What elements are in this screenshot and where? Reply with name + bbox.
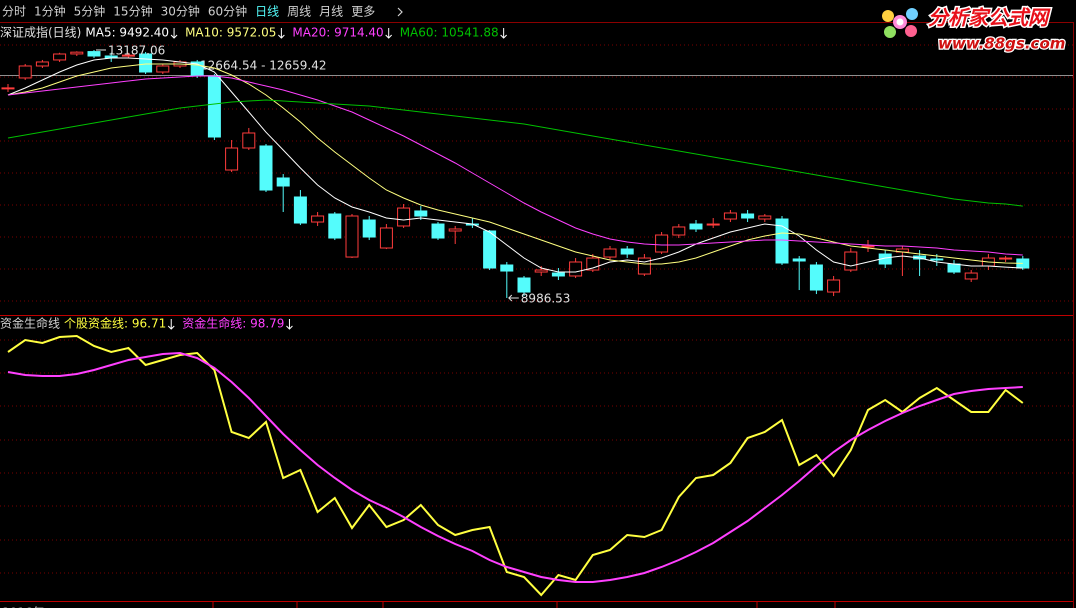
candle-body bbox=[706, 223, 720, 226]
toolbar-tab[interactable]: 1分钟 bbox=[34, 4, 66, 19]
candle-body bbox=[1, 87, 15, 90]
candle-body bbox=[741, 213, 755, 219]
legend-arrow bbox=[500, 28, 507, 39]
panel-title: 深证成指(日线) bbox=[0, 25, 81, 40]
toolbar-tab[interactable]: 60分钟 bbox=[208, 4, 247, 19]
candle-body bbox=[517, 277, 531, 293]
candle-body bbox=[792, 258, 806, 262]
candle-body bbox=[448, 228, 462, 232]
candle-body bbox=[328, 213, 342, 239]
legend-entry: 资金生命线: 98.79 bbox=[182, 316, 284, 331]
indicator-line bbox=[7, 75, 1023, 256]
candle-body bbox=[964, 272, 978, 280]
x-axis-label: 2016年 bbox=[2, 606, 45, 608]
candle-body bbox=[500, 264, 514, 272]
candle-body bbox=[844, 251, 858, 271]
indicator-line bbox=[7, 99, 1023, 207]
legend-arrow bbox=[278, 28, 285, 39]
candle-body bbox=[53, 53, 67, 61]
indicator-line bbox=[7, 351, 1023, 583]
legend-arrow bbox=[170, 28, 178, 39]
candle-body bbox=[569, 261, 583, 277]
candle-body bbox=[156, 65, 170, 73]
indicator-line bbox=[7, 334, 1024, 597]
toolbar-tab[interactable]: 更多 bbox=[351, 5, 375, 19]
candle-body bbox=[551, 272, 565, 277]
high-annotation: 13187.06 bbox=[108, 43, 165, 57]
candle-body bbox=[672, 226, 686, 236]
candle-body bbox=[861, 245, 875, 248]
candle-body bbox=[414, 210, 428, 217]
candle-body bbox=[18, 65, 32, 79]
low-annotation: 8986.53 bbox=[521, 291, 571, 305]
candle-body bbox=[293, 196, 307, 224]
candle-body bbox=[225, 147, 239, 171]
more-chevron[interactable] bbox=[397, 7, 403, 17]
toolbar-tab[interactable]: 30分钟 bbox=[161, 4, 200, 19]
panel-title: 资金生命线 bbox=[0, 316, 60, 331]
candle-body bbox=[35, 61, 49, 67]
logo-url: www.88gs.com bbox=[938, 35, 1065, 53]
toolbar-tab[interactable]: 5分钟 bbox=[74, 4, 106, 19]
leader-arrow bbox=[508, 294, 519, 302]
candle-body bbox=[87, 51, 101, 57]
candle-body bbox=[431, 223, 445, 239]
candle-body bbox=[362, 219, 376, 238]
candle-body bbox=[637, 257, 651, 275]
logo-name: 分析家公式网 bbox=[928, 6, 1051, 30]
legend-entry: MA10: 9572.05 bbox=[185, 26, 276, 40]
candle-body bbox=[345, 215, 359, 258]
candle-body bbox=[534, 269, 548, 273]
legend-entry: MA60: 10541.88 bbox=[400, 26, 499, 40]
legend-entry: MA20: 9714.40 bbox=[292, 26, 383, 40]
candle-body bbox=[121, 54, 135, 57]
logo-petal bbox=[884, 26, 896, 38]
candle-body bbox=[242, 132, 256, 149]
candle-body bbox=[723, 212, 737, 220]
candle-body bbox=[276, 177, 290, 187]
crosshair-label: 12664.54 - 12659.42 bbox=[200, 59, 326, 73]
candle-body bbox=[379, 227, 393, 249]
candle-body bbox=[809, 264, 823, 291]
legend-entry: MA5: 9492.40 bbox=[85, 26, 169, 40]
candle-body bbox=[999, 257, 1013, 260]
candle-body bbox=[758, 215, 772, 220]
logo-petal bbox=[905, 25, 917, 37]
logo-center bbox=[896, 18, 904, 26]
toolbar-tab[interactable]: 周线 bbox=[287, 5, 311, 19]
toolbar-tab[interactable]: 15分钟 bbox=[113, 4, 152, 19]
candle-body bbox=[775, 218, 789, 264]
toolbar-tab[interactable]: 分时 bbox=[2, 5, 26, 19]
toolbar-tab[interactable]: 日线 bbox=[255, 5, 279, 19]
legend-entry: 个股资金线: 96.71 bbox=[64, 316, 166, 331]
legend-arrow bbox=[286, 319, 293, 330]
candle-body bbox=[655, 234, 669, 253]
logo: 分析家公式网 www.88gs.com bbox=[882, 4, 1067, 54]
candle-body bbox=[483, 230, 497, 269]
legend-arrow bbox=[385, 28, 393, 39]
logo-petal bbox=[882, 10, 894, 22]
toolbar-tab[interactable]: 月线 bbox=[319, 5, 343, 19]
candle-body bbox=[70, 51, 84, 55]
candle-body bbox=[259, 145, 273, 191]
candle-body bbox=[207, 75, 221, 138]
candle-body bbox=[586, 257, 600, 271]
candle-body bbox=[311, 215, 325, 223]
candle-body bbox=[620, 248, 634, 255]
indicator-line bbox=[7, 63, 1023, 265]
candle-body bbox=[689, 223, 703, 230]
legend-arrow bbox=[167, 319, 175, 330]
candle-body bbox=[947, 263, 961, 273]
candle-body bbox=[827, 279, 841, 293]
logo-petal bbox=[906, 8, 918, 20]
candle-body bbox=[603, 248, 617, 258]
candle-body bbox=[397, 207, 411, 227]
indicator-line bbox=[7, 57, 1023, 273]
candle-body bbox=[930, 258, 944, 261]
